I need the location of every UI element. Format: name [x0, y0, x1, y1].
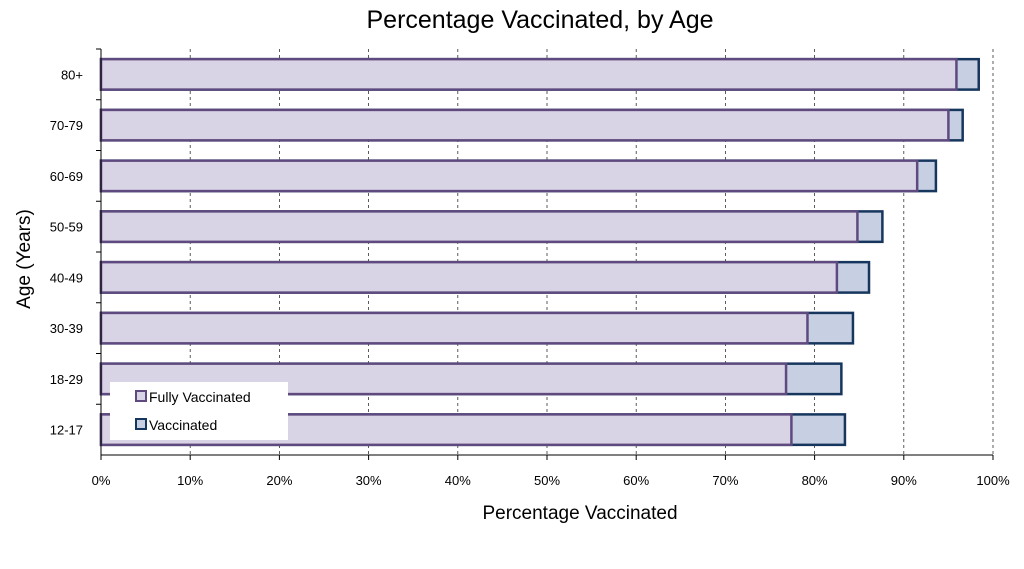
legend-swatch-vaccinated: [135, 418, 147, 430]
x-tick-label: 20%: [266, 473, 292, 488]
x-tick-label: 90%: [891, 473, 917, 488]
x-tick-label: 10%: [177, 473, 203, 488]
y-tick-label: 50-59: [50, 220, 83, 235]
legend-label-fully-vaccinated: Fully Vaccinated: [149, 389, 251, 405]
bar-fully-vaccinated: [99, 311, 809, 345]
bar-fully-vaccinated: [99, 108, 950, 142]
y-axis-title: Age (Years): [14, 209, 35, 309]
y-tick-label: 40-49: [50, 270, 83, 285]
y-tick-label: 70-79: [50, 118, 83, 133]
x-tick-label: 70%: [712, 473, 738, 488]
y-tick-label: 60-69: [50, 169, 83, 184]
legend: Fully Vaccinated Vaccinated: [110, 382, 288, 440]
y-tick-label: 18-29: [50, 372, 83, 387]
x-tick-label: 50%: [534, 473, 560, 488]
x-tick-label: 0%: [92, 473, 111, 488]
x-tick-labels: 0% 10% 20% 30% 40% 50% 60% 70% 80% 90% 100%: [92, 473, 1010, 488]
axes: [96, 48, 994, 460]
legend-label-vaccinated: Vaccinated: [149, 417, 217, 433]
bar-fully-vaccinated: [99, 260, 839, 294]
x-tick-label: 100%: [976, 473, 1010, 488]
x-tick-label: 40%: [445, 473, 471, 488]
bar-fully-vaccinated: [99, 210, 859, 244]
bar-fully-vaccinated: [99, 57, 958, 91]
x-tick-label: 80%: [802, 473, 828, 488]
x-axis-title: Percentage Vaccinated: [482, 503, 677, 524]
y-tick-label: 12-17: [50, 423, 83, 438]
x-tick-label: 60%: [623, 473, 649, 488]
legend-swatch-fully-vaccinated: [135, 390, 147, 402]
y-tick-label: 30-39: [50, 321, 83, 336]
bar-fully-vaccinated: [99, 159, 919, 193]
y-tick-label: 80+: [61, 67, 83, 82]
x-tick-label: 30%: [356, 473, 382, 488]
y-tick-labels: 80+ 70-79 60-69 50-59 40-49 30-39 18-29 12-17: [50, 67, 83, 437]
chart-title: Percentage Vaccinated, by Age: [367, 6, 714, 34]
